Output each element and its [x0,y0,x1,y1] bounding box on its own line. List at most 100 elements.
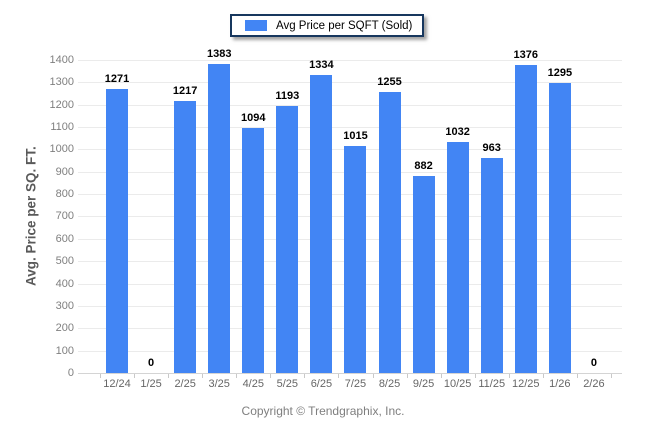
x-tick-label: 2/26 [583,378,605,390]
x-tick-label: 8/25 [378,378,401,390]
bar[interactable] [242,128,265,373]
y-tick-label: 200 [55,322,74,334]
bar-value-label: 0 [148,357,155,369]
y-axis-tick-labels: 0 100 200 300 400 500 600 700 800 900 1000 1100 1200… [30,54,74,379]
gridline [78,127,622,128]
bar-value-label: 1094 [241,112,266,124]
x-axis-tick [611,374,612,378]
x-tick-label: 9/25 [412,378,435,390]
x-tick-label: 1/26 [549,378,571,390]
bar-slot-2/26: 0 [577,60,611,373]
x-tick-label: 7/25 [344,378,367,390]
bar-slot-7/25: 1015 [338,60,372,373]
bar-value-label: 1255 [377,76,402,88]
bar-slot-1/26: 1295 [543,60,577,373]
copyright-text: Copyright © Trendgraphix, Inc. [241,404,405,418]
x-axis-tick [475,374,476,378]
y-tick-label: 1100 [50,121,74,133]
bar[interactable] [514,65,537,373]
bar-slot-4/25: 1094 [236,60,270,373]
bar[interactable] [276,106,299,373]
x-axis-tick [202,374,203,378]
x-tick-label: 12/24 [103,378,131,390]
bar-slot-11/25: 963 [475,60,509,373]
bar-value-label: 1193 [275,90,300,102]
x-tick-label: 6/25 [310,378,333,390]
y-tick-label: 1400 [49,54,74,66]
y-tick-label: 600 [55,233,74,245]
x-axis-tick [168,374,169,378]
bar[interactable] [344,146,367,373]
bar[interactable] [106,89,129,373]
bar-slot-10/25: 1032 [441,60,475,373]
x-axis-tick [338,374,339,378]
bar-slot-9/25: 882 [407,60,441,373]
x-tick-label: 2/25 [174,378,196,390]
bar-value-label: 0 [590,357,597,369]
bar[interactable] [208,64,231,373]
x-axis-tick [100,374,101,378]
bar[interactable] [310,75,333,373]
bar-slot-12/25: 1376 [509,49,543,373]
gridline [78,60,622,61]
gridline [78,373,622,374]
bar[interactable] [174,101,197,373]
bar[interactable] [480,158,503,373]
y-tick-label: 1200 [49,99,74,111]
bar-value-label: 1015 [343,130,368,142]
y-tick-label: 400 [55,278,74,290]
x-axis-tick-labels: 12/24 1/25 2/25 3/25 4/25 5/25 6/25 7/25 8/25 9/2… [100,378,611,390]
bar-slot-2/25: 1217 [168,60,202,373]
bar-slot-1/25: 0 [134,60,168,373]
bar-value-label: 1032 [445,126,470,138]
bar[interactable] [412,176,435,373]
x-axis-tick [577,374,578,378]
bar-value-label: 1271 [104,73,130,85]
x-axis-tick [236,374,237,378]
gridline [78,82,622,83]
x-axis-ticks [100,373,612,378]
y-tick-label: 100 [55,345,74,357]
x-axis-tick [270,374,271,378]
x-tick-label: 3/25 [208,378,230,390]
y-tick-label: 500 [55,255,74,267]
bar-value-label: 1376 [513,49,539,61]
bar-slot-6/25: 1334 [304,59,338,373]
bar-value-label: 1295 [547,67,573,79]
bar-slot-5/25: 1193 [270,60,304,373]
x-axis-tick [304,374,305,378]
y-tick-label: 1300 [49,76,74,88]
x-axis-tick [543,374,544,378]
bar-slot-8/25: 1255 [373,60,407,373]
x-tick-label: 12/25 [512,378,540,390]
bar-value-label: 882 [414,160,433,172]
bar-value-label: 963 [482,142,501,154]
bar-slot-12/24: 1271 [100,60,134,373]
bar-series: 1271 0 1217 1383 1094 1193 1334 1015 1255 882 1032… [100,48,611,373]
x-axis-tick [373,374,374,378]
x-axis-tick [134,374,135,378]
x-tick-label: 10/25 [443,378,472,390]
bar[interactable] [378,92,401,373]
bar[interactable] [446,142,469,373]
x-tick-label: 11/25 [478,378,506,390]
legend-swatch-icon [245,20,267,31]
y-tick-label: 900 [55,166,74,178]
legend-label: Avg Price per SQFT (Sold) [276,19,413,32]
x-axis-tick [441,374,442,378]
bar-value-label: 1217 [172,85,198,97]
x-axis-tick [509,374,510,378]
bar-slot-3/25: 1383 [202,48,236,373]
y-tick-label: 0 [67,367,74,379]
x-axis-tick [407,374,408,378]
y-tick-label: 800 [55,188,74,200]
y-tick-label: 300 [55,300,74,312]
x-tick-label: 1/25 [140,378,162,390]
x-tick-label: 5/25 [276,378,299,390]
y-tick-label: 1000 [49,143,74,155]
bar-value-label: 1383 [206,48,232,60]
bar-value-label: 1334 [309,59,334,71]
y-tick-label: 700 [55,210,74,222]
bar[interactable] [548,83,571,373]
